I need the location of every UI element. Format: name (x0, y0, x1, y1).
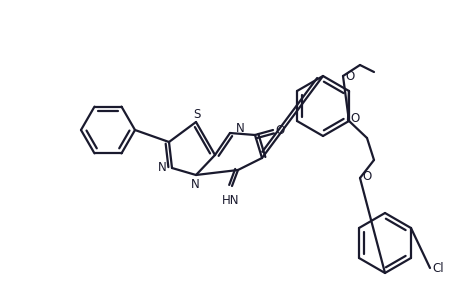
Text: N: N (158, 160, 166, 173)
Text: O: O (275, 124, 284, 136)
Text: O: O (350, 111, 360, 124)
Text: N: N (191, 177, 199, 191)
Text: O: O (362, 169, 372, 183)
Text: HN: HN (222, 194, 240, 207)
Text: O: O (345, 70, 355, 83)
Text: N: N (236, 121, 244, 135)
Text: S: S (193, 107, 201, 120)
Text: Cl: Cl (432, 261, 444, 274)
